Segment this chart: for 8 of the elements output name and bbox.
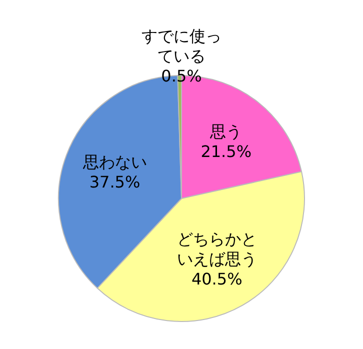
slice-label: 思わない bbox=[82, 152, 147, 172]
data-label: 21.5% bbox=[200, 142, 252, 161]
data-label: 40.5% bbox=[191, 270, 242, 289]
data-label: 0.5% bbox=[161, 66, 202, 86]
data-label: 37.5% bbox=[89, 172, 140, 192]
slice-label: 思う bbox=[209, 122, 242, 141]
slice-label: すでに使っている bbox=[142, 26, 222, 66]
slice-label: どちらかといえば思う bbox=[176, 230, 257, 269]
